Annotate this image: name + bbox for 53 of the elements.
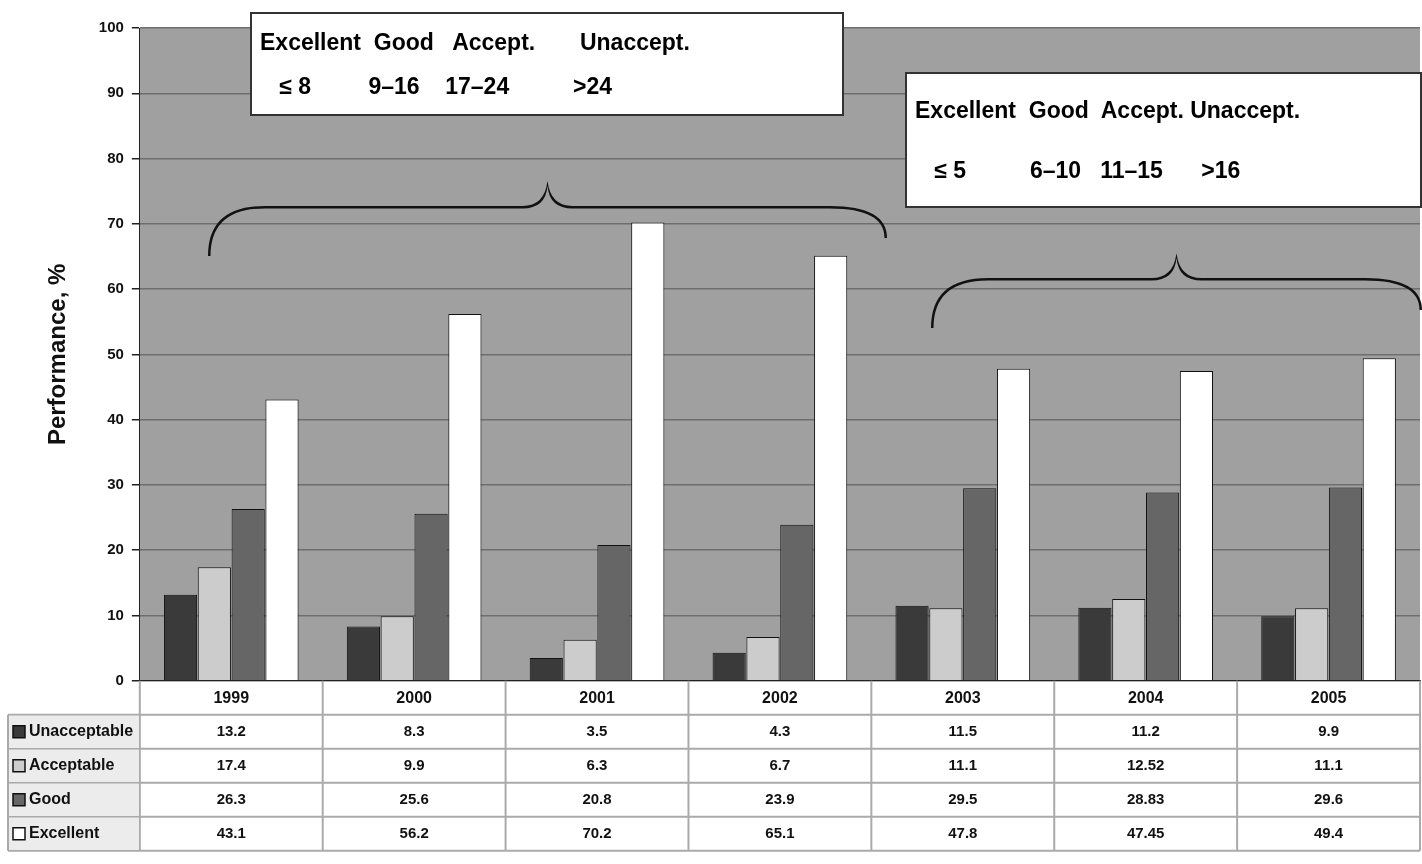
data-label: 47.8 (948, 823, 978, 841)
data-label: 26.3 (216, 789, 246, 807)
data-label: 23.9 (765, 789, 795, 807)
data-label: 17.4 (216, 755, 247, 773)
y-tick-label: 70 (107, 213, 124, 231)
x-tick-label: 2001 (579, 688, 615, 706)
data-label: 11.1 (948, 755, 977, 773)
y-tick-label: 90 (107, 83, 124, 101)
data-label: 9.9 (1318, 721, 1339, 739)
y-tick-label: 50 (107, 344, 124, 362)
legend-label: Excellent (29, 824, 100, 842)
data-label: 70.2 (582, 823, 612, 841)
text-box: Excellent Good Accept. Unaccept. ≤ 5 6–10 11–15 >16 (905, 72, 1422, 208)
data-label: 4.3 (769, 721, 791, 739)
data-label: 25.6 (399, 789, 429, 807)
x-tick-label: 1999 (213, 688, 250, 706)
legend-label: Unacceptable (29, 722, 134, 740)
data-label: 20.8 (582, 789, 612, 807)
data-label: 65.1 (765, 823, 795, 841)
x-tick-label: 2004 (1127, 688, 1164, 706)
data-label: 11.5 (948, 721, 977, 739)
data-label: 3.5 (586, 721, 608, 739)
data-label: 8.3 (403, 721, 425, 739)
y-tick-label: 80 (107, 148, 124, 166)
data-label: 6.7 (769, 755, 791, 773)
data-label: 28.83 (1126, 789, 1165, 807)
text-box: Excellent Good Accept. Unaccept. ≤ 8 9–16 17–24 >24 (250, 12, 844, 116)
data-label: 13.2 (216, 721, 246, 739)
y-tick-label: 100 (98, 18, 124, 36)
data-label: 6.3 (586, 755, 608, 773)
y-tick-label: 40 (107, 409, 124, 427)
y-axis-title: Performance, % (43, 263, 71, 446)
y-tick-label: 20 (107, 540, 124, 558)
x-tick-label: 2002 (762, 688, 798, 706)
y-tick-label: 60 (107, 279, 124, 297)
legend-label: Good (29, 790, 71, 808)
y-tick-label: 0 (115, 670, 124, 688)
data-label: 11.1 (1314, 755, 1343, 773)
x-tick-label: 2000 (396, 688, 433, 706)
legend-label: Acceptable (29, 756, 115, 774)
y-tick-label: 30 (107, 475, 124, 493)
x-tick-label: 2003 (945, 688, 981, 706)
data-label: 11.2 (1131, 721, 1160, 739)
data-label: 12.52 (1126, 755, 1165, 773)
data-label: 56.2 (399, 823, 429, 841)
data-label: 47.45 (1126, 823, 1165, 841)
x-tick-label: 2005 (1310, 688, 1347, 706)
data-label: 29.6 (1313, 789, 1344, 807)
data-label: 9.9 (403, 755, 425, 773)
data-label: 43.1 (216, 823, 246, 841)
y-tick-label: 10 (107, 605, 124, 623)
data-label: 29.5 (948, 789, 978, 807)
data-label: 49.4 (1313, 823, 1344, 841)
